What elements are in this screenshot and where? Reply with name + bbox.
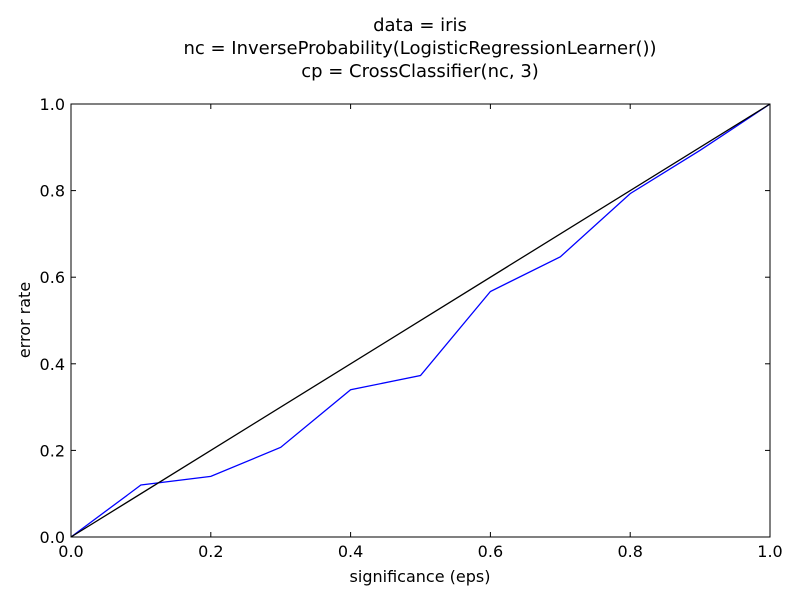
x-tick-label: 0.4: [338, 542, 363, 561]
x-tick-label: 0.2: [198, 542, 223, 561]
y-tick-label: 0.8: [40, 182, 65, 201]
x-tick-label: 0.6: [478, 542, 503, 561]
y-tick-label: 0.4: [40, 355, 65, 374]
x-tick-label: 0.0: [58, 542, 83, 561]
y-tick-label: 1.0: [40, 95, 65, 114]
y-tick-label: 0.0: [40, 528, 65, 547]
axis-ticks: 0.0 0.2 0.4 0.6 0.8 1.0 0.0 0.2 0.4 0.6 0.8 1.0: [40, 95, 783, 561]
x-tick-label: 1.0: [757, 542, 782, 561]
plot-frame: [70, 103, 771, 538]
y-axis-label: error rate: [15, 282, 34, 358]
title-line-2: nc = InverseProbability(LogisticRegressi…: [183, 38, 656, 59]
chart-title: data = iris nc = InverseProbability(Logi…: [183, 15, 656, 82]
series-line-2: [70, 103, 771, 538]
x-tick-label: 0.8: [617, 542, 642, 561]
series-group: [70, 103, 771, 538]
y-tick-label: 0.6: [40, 268, 65, 287]
y-tick-label: 0.2: [40, 441, 65, 460]
series-line-1: [70, 103, 771, 538]
title-line-1: data = iris: [373, 15, 467, 36]
title-line-3: cp = CrossClassifier(nc, 3): [301, 61, 539, 82]
x-axis-label: significance (eps): [350, 567, 491, 586]
